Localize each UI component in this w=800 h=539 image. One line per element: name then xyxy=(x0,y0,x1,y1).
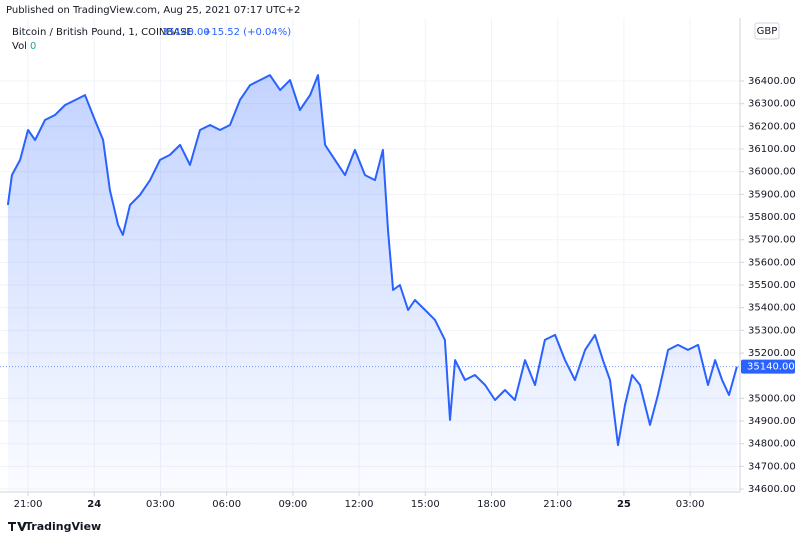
y-tick-label: 35900.00 xyxy=(748,189,796,200)
price-line xyxy=(6,74,738,447)
price-change: +15.52 (+0.04%) xyxy=(203,27,291,38)
y-tick-label: 34700.00 xyxy=(748,461,796,472)
y-tick-label: 36300.00 xyxy=(748,99,796,110)
x-tick-label: 21:00 xyxy=(543,499,572,510)
published-note: Published on TradingView.com, Aug 25, 20… xyxy=(6,5,300,16)
y-tick-label: 35000.00 xyxy=(748,393,796,404)
area-fill xyxy=(7,75,737,492)
x-tick-label: 25 xyxy=(617,499,631,510)
volume-value: 0 xyxy=(30,41,36,52)
last-price-badge xyxy=(741,359,795,374)
y-tick-label: 35500.00 xyxy=(748,280,796,291)
y-tick-label: 35200.00 xyxy=(748,348,796,359)
y-tick-label: 36000.00 xyxy=(748,167,796,178)
symbol: Bitcoin / British Pound, 1, COINBASE xyxy=(12,27,193,38)
y-tick-label: 36200.00 xyxy=(748,121,796,132)
brand-logo xyxy=(8,522,27,531)
y-tick-label: 35600.00 xyxy=(748,257,796,268)
x-tick-label: 18:00 xyxy=(477,499,506,510)
last-price: 35140.00 xyxy=(162,27,210,38)
x-tick-label: 24 xyxy=(87,499,101,510)
last-price-label: 35140.00 xyxy=(747,362,795,373)
currency: GBP xyxy=(757,26,778,37)
y-tick-label: 35400.00 xyxy=(748,303,796,314)
x-tick-label: 09:00 xyxy=(278,499,307,510)
y-tick-label: 36100.00 xyxy=(748,144,796,155)
plot xyxy=(0,74,740,492)
y-tick-label: 35800.00 xyxy=(748,212,796,223)
y-tick-label: 35300.00 xyxy=(748,325,796,336)
y-tick-label: 36400.00 xyxy=(748,76,796,87)
x-tick-label: 06:00 xyxy=(212,499,241,510)
x-tick-label: 21:00 xyxy=(14,499,43,510)
volume-label: Vol xyxy=(12,41,27,52)
x-tick-label: 15:00 xyxy=(411,499,440,510)
y-tick-label: 35700.00 xyxy=(748,235,796,246)
y-tick-label: 34800.00 xyxy=(748,439,796,450)
y-tick-label: 34600.00 xyxy=(748,484,796,495)
currency-badge xyxy=(754,22,780,40)
x-tick-label: 12:00 xyxy=(345,499,374,510)
y-tick-label: 34900.00 xyxy=(748,416,796,427)
x-tick-label: 03:00 xyxy=(146,499,175,510)
x-tick-label: 03:00 xyxy=(676,499,705,510)
brand: TradingView xyxy=(25,520,101,533)
